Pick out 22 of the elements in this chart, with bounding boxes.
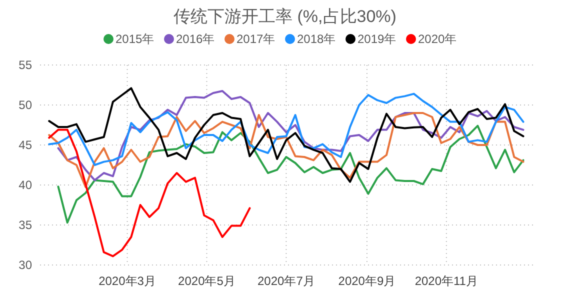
- legend-label: 2018年: [297, 32, 336, 46]
- y-tick-label: 45: [18, 138, 32, 152]
- x-tick-label: 2020年5月: [178, 274, 236, 288]
- legend-label: 2016年: [176, 32, 215, 46]
- x-tick-label: 2020年11月: [414, 274, 478, 288]
- line-series: [48, 128, 251, 258]
- y-tick-label: 40: [18, 178, 32, 192]
- legend-label: 2017年: [236, 32, 276, 46]
- x-tick-label: 2020年9月: [338, 274, 396, 288]
- y-tick-label: 35: [18, 218, 32, 232]
- legend-label: 2019年: [358, 32, 396, 46]
- x-tick-label: 2020年7月: [258, 274, 315, 288]
- legend-label: 2020年: [418, 32, 457, 46]
- line-series: [48, 112, 524, 188]
- line-series: [48, 92, 524, 166]
- y-tick-label: 50: [18, 98, 32, 112]
- x-tick-label: 2020年3月: [98, 274, 156, 288]
- y-tick-label: 55: [18, 58, 32, 72]
- line-series: [57, 124, 524, 224]
- y-tick-label: 30: [18, 258, 32, 272]
- chart-title: 传统下游开工率 (%,占比30%): [174, 7, 396, 26]
- legend-label: 2015年: [116, 32, 154, 46]
